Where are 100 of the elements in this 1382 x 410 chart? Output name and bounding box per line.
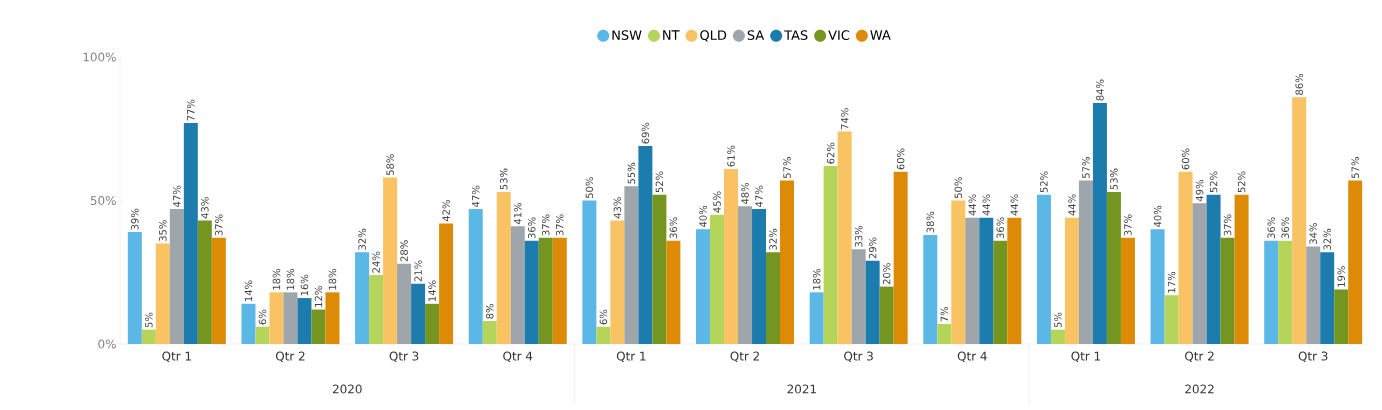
legend-label: NSW — [612, 30, 642, 41]
bar — [183, 123, 198, 344]
data-label: 50% — [954, 177, 963, 199]
bar — [1320, 252, 1335, 344]
legend-label: NT — [663, 30, 680, 40]
data-label: 44% — [968, 194, 977, 216]
bar — [1106, 191, 1121, 344]
bar — [1164, 295, 1179, 344]
bar — [1192, 203, 1207, 344]
bar — [169, 209, 184, 344]
y-tick-label: 50% — [90, 195, 116, 206]
data-label: 53% — [1110, 168, 1118, 190]
bar — [1064, 217, 1079, 344]
bar — [1234, 194, 1249, 344]
data-label: 86% — [1295, 73, 1303, 95]
bar — [369, 275, 384, 344]
data-label: 32% — [769, 228, 777, 250]
legend-label: WA — [870, 30, 891, 40]
data-label: 28% — [400, 240, 408, 262]
bar — [865, 260, 880, 344]
data-label: 18% — [286, 269, 295, 290]
bar — [823, 166, 838, 344]
data-label: 6% — [258, 309, 267, 325]
data-label: 37% — [541, 214, 550, 236]
data-label: 43% — [201, 197, 209, 219]
y-tick-label: 100% — [83, 52, 116, 62]
data-label: 33% — [854, 226, 863, 247]
data-label: 34% — [1309, 223, 1317, 244]
data-label: 41% — [513, 203, 522, 225]
bar — [937, 323, 952, 344]
bar — [752, 209, 767, 344]
data-label: 44% — [982, 194, 991, 216]
bar — [1348, 180, 1363, 344]
data-label: 5% — [145, 312, 153, 328]
bar — [297, 298, 312, 344]
data-label: 57% — [783, 157, 791, 178]
y-tick-label: 0% — [98, 339, 116, 349]
bar — [610, 220, 625, 344]
text: 2020 — [332, 384, 362, 394]
data-label: 19% — [1337, 266, 1345, 287]
bar — [766, 252, 781, 344]
data-label: 62% — [826, 142, 835, 164]
data-label: 24% — [372, 251, 380, 273]
data-label: 29% — [868, 237, 877, 259]
data-label: 40% — [699, 205, 707, 228]
bar — [780, 180, 795, 344]
bar — [355, 252, 370, 344]
data-label: 52% — [1040, 171, 1048, 193]
bar — [383, 177, 398, 344]
bar — [696, 229, 711, 344]
x-tick-label: Qtr 2 — [275, 351, 305, 362]
data-label: 12% — [314, 286, 323, 307]
bar — [1220, 237, 1235, 344]
data-label: 40% — [1153, 205, 1162, 228]
bar — [596, 326, 611, 344]
bar — [1092, 102, 1107, 344]
text: 2022 — [1185, 384, 1214, 394]
data-label: 74% — [840, 108, 849, 130]
data-label: 17% — [1167, 271, 1176, 293]
bar — [425, 303, 440, 344]
bar — [879, 286, 894, 344]
bar — [141, 329, 156, 344]
data-label: 47% — [471, 185, 480, 207]
text: 2021 — [787, 384, 816, 394]
data-label: 77% — [187, 99, 195, 121]
bar — [468, 209, 483, 344]
bar — [1050, 329, 1065, 344]
bar — [1078, 180, 1093, 344]
bar — [951, 200, 966, 344]
bar — [1334, 289, 1349, 344]
bar — [893, 171, 908, 344]
data-label: 39% — [131, 208, 139, 230]
bar — [155, 243, 170, 344]
x-tick-label: Qtr 4 — [503, 351, 533, 362]
data-label: 53% — [499, 168, 508, 190]
bar — [197, 220, 212, 344]
data-label: 43% — [613, 197, 622, 219]
data-label: 37% — [1223, 214, 1232, 236]
bar — [283, 292, 298, 344]
bar — [1292, 97, 1307, 344]
data-label: 21% — [414, 260, 422, 282]
data-label: 60% — [1181, 148, 1190, 170]
bar — [538, 237, 553, 344]
bar — [837, 131, 852, 344]
data-label: 44% — [1010, 194, 1019, 216]
data-label: 52% — [1237, 171, 1246, 193]
data-label: 16% — [300, 274, 309, 296]
data-label: 36% — [527, 217, 536, 239]
bar — [1150, 229, 1165, 344]
data-label: 14% — [244, 280, 253, 302]
bar — [965, 217, 980, 344]
data-label: 36% — [1281, 217, 1289, 239]
data-label: 55% — [627, 162, 636, 184]
data-label: 57% — [1082, 157, 1090, 178]
bar — [624, 186, 639, 344]
bar — [1278, 240, 1293, 344]
bar — [809, 292, 824, 344]
x-tick-label: Qtr 3 — [1298, 351, 1328, 362]
bar — [127, 232, 142, 344]
bar — [1120, 237, 1135, 344]
